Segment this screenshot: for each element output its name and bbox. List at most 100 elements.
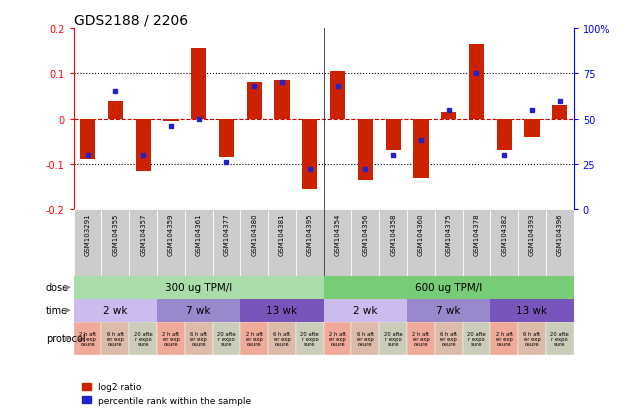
Bar	[80, 119, 96, 160]
Text: 6 h aft
er exp
osure: 6 h aft er exp osure	[274, 331, 290, 347]
Bar	[552, 106, 567, 119]
Bar	[240, 299, 324, 322]
Text: 20 afte
r expo
sure: 20 afte r expo sure	[217, 331, 236, 347]
Text: 13 wk: 13 wk	[517, 306, 547, 316]
Text: time: time	[46, 306, 68, 316]
Bar	[163, 119, 179, 122]
Text: 6 h aft
er exp
osure: 6 h aft er exp osure	[440, 331, 457, 347]
Bar	[413, 119, 429, 178]
Text: GSM104375: GSM104375	[445, 213, 452, 256]
Bar	[546, 322, 574, 355]
Bar	[546, 210, 574, 276]
Bar	[74, 322, 101, 355]
Bar	[490, 299, 574, 322]
Bar	[324, 322, 351, 355]
Bar	[379, 322, 407, 355]
Text: 7 wk: 7 wk	[187, 306, 211, 316]
Bar	[74, 299, 157, 322]
Text: GSM104356: GSM104356	[362, 213, 369, 256]
Bar	[108, 101, 123, 119]
Text: 6 h aft
er exp
osure: 6 h aft er exp osure	[107, 331, 124, 347]
Bar	[274, 81, 290, 119]
Bar	[435, 322, 463, 355]
Bar	[518, 210, 546, 276]
Text: GSM104358: GSM104358	[390, 213, 396, 256]
Text: dose: dose	[46, 282, 69, 293]
Bar	[157, 210, 185, 276]
Bar	[101, 322, 129, 355]
Bar	[351, 210, 379, 276]
Bar	[129, 322, 157, 355]
Text: GSM104360: GSM104360	[418, 213, 424, 256]
Bar	[74, 210, 101, 276]
Text: GSM104393: GSM104393	[529, 213, 535, 256]
Text: GSM104395: GSM104395	[307, 213, 313, 256]
Bar	[185, 210, 213, 276]
Bar	[497, 119, 512, 151]
Bar	[324, 299, 407, 322]
Bar	[101, 210, 129, 276]
Bar	[296, 210, 324, 276]
Bar	[213, 210, 240, 276]
Text: GDS2188 / 2206: GDS2188 / 2206	[74, 14, 188, 28]
Text: 6 h aft
er exp
osure: 6 h aft er exp osure	[524, 331, 540, 347]
Bar	[351, 322, 379, 355]
Text: 2 h aft
er exp
osure: 2 h aft er exp osure	[495, 331, 513, 347]
Bar	[129, 210, 157, 276]
Text: GSM104357: GSM104357	[140, 213, 146, 256]
Text: 7 wk: 7 wk	[437, 306, 461, 316]
Bar	[379, 210, 407, 276]
Bar	[240, 210, 268, 276]
Bar	[358, 119, 373, 180]
Text: 2 h aft
er exp
osure: 2 h aft er exp osure	[329, 331, 346, 347]
Text: GSM104378: GSM104378	[474, 213, 479, 256]
Text: 2 h aft
er exp
osure: 2 h aft er exp osure	[79, 331, 96, 347]
Text: GSM104355: GSM104355	[112, 213, 119, 255]
Text: GSM104354: GSM104354	[335, 213, 340, 255]
Text: 20 afte
r expo
sure: 20 afte r expo sure	[384, 331, 403, 347]
Text: 600 ug TPM/l: 600 ug TPM/l	[415, 282, 482, 293]
Bar	[302, 119, 317, 190]
Text: 20 afte
r expo
sure: 20 afte r expo sure	[551, 331, 569, 347]
Text: protocol: protocol	[46, 334, 85, 344]
Bar	[324, 210, 351, 276]
Bar	[490, 210, 518, 276]
Text: 300 ug TPM/l: 300 ug TPM/l	[165, 282, 232, 293]
Text: 2 wk: 2 wk	[353, 306, 378, 316]
Text: 2 h aft
er exp
osure: 2 h aft er exp osure	[412, 331, 429, 347]
Text: 20 afte
r expo
sure: 20 afte r expo sure	[467, 331, 486, 347]
Bar	[157, 322, 185, 355]
Bar	[191, 49, 206, 119]
Text: GSM104359: GSM104359	[168, 213, 174, 256]
Text: 6 h aft
er exp
osure: 6 h aft er exp osure	[190, 331, 207, 347]
Bar	[490, 322, 518, 355]
Bar	[518, 322, 546, 355]
Text: GSM104361: GSM104361	[196, 213, 202, 256]
Text: GSM104377: GSM104377	[224, 213, 229, 256]
Bar	[469, 45, 484, 119]
Bar	[135, 119, 151, 171]
Text: 2 h aft
er exp
osure: 2 h aft er exp osure	[162, 331, 179, 347]
Bar	[157, 299, 240, 322]
Legend: log2 ratio, percentile rank within the sample: log2 ratio, percentile rank within the s…	[78, 379, 255, 408]
Bar	[463, 322, 490, 355]
Bar	[407, 299, 490, 322]
Text: GSM104380: GSM104380	[251, 213, 257, 256]
Text: GSM103291: GSM103291	[85, 213, 90, 256]
Bar	[74, 276, 324, 299]
Text: 2 wk: 2 wk	[103, 306, 128, 316]
Bar	[268, 210, 296, 276]
Bar	[330, 72, 345, 119]
Bar	[407, 322, 435, 355]
Text: 6 h aft
er exp
osure: 6 h aft er exp osure	[357, 331, 374, 347]
Bar	[463, 210, 490, 276]
Text: GSM104381: GSM104381	[279, 213, 285, 256]
Text: GSM104396: GSM104396	[557, 213, 563, 256]
Bar	[441, 113, 456, 119]
Bar	[407, 210, 435, 276]
Text: 13 wk: 13 wk	[267, 306, 297, 316]
Text: 20 afte
r expo
sure: 20 afte r expo sure	[301, 331, 319, 347]
Bar	[296, 322, 324, 355]
Bar	[324, 276, 574, 299]
Bar	[240, 322, 268, 355]
